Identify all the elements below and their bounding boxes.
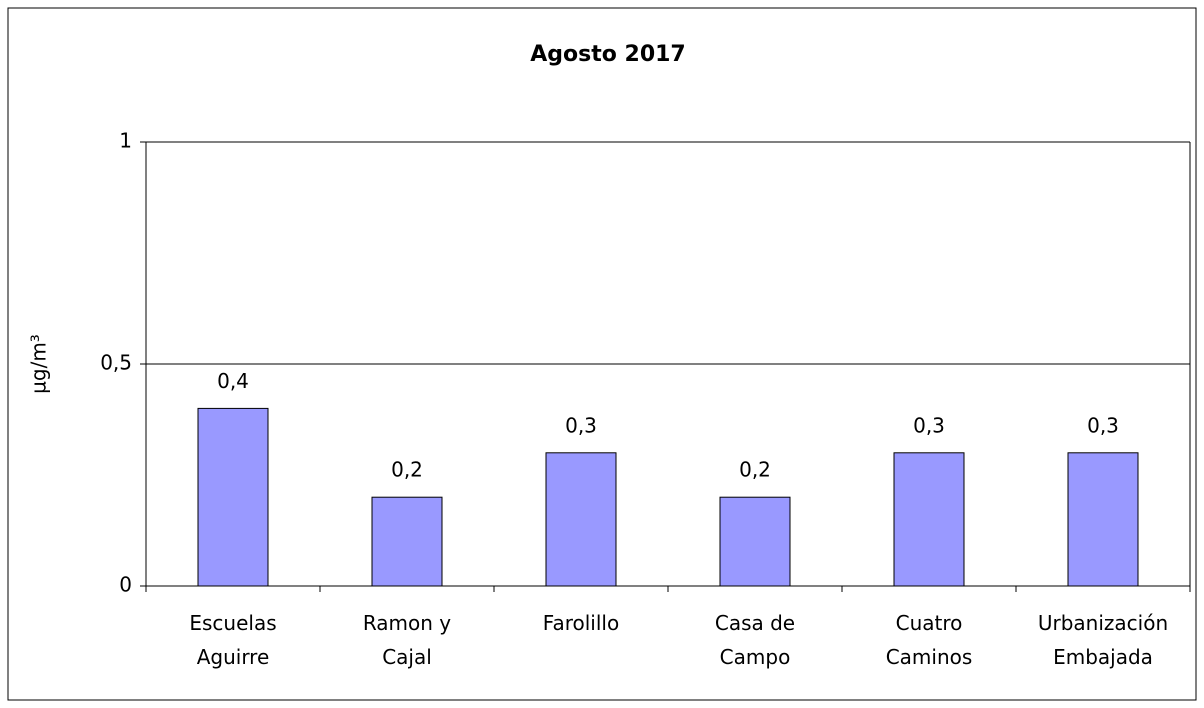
- x-tick-label: Escuelas Aguirre: [189, 611, 277, 669]
- x-tick-label: Urbanización Embajada: [1037, 611, 1169, 669]
- data-label: 0,3: [913, 413, 945, 437]
- y-tick-label: 1: [119, 129, 132, 153]
- bar: [371, 496, 443, 587]
- data-label: 0,3: [1087, 413, 1119, 437]
- y-tick-label: 0,5: [100, 351, 132, 375]
- data-label: 0,2: [739, 458, 771, 482]
- x-tick-label: Cuatro Caminos: [885, 611, 973, 669]
- chart-border: [7, 7, 1197, 701]
- data-label: 0,4: [217, 369, 249, 393]
- x-tick-label: Farolillo: [542, 611, 620, 635]
- x-tick-label: Casa de Campo: [714, 611, 796, 669]
- data-label: 0,2: [391, 458, 423, 482]
- x-tick-label: Ramon y Cajal: [362, 611, 452, 669]
- bar: [197, 407, 269, 587]
- bar: [893, 452, 965, 587]
- data-label: 0,3: [565, 413, 597, 437]
- y-tick-label: 0: [119, 573, 132, 597]
- bar: [545, 452, 617, 587]
- chart-title: Agosto 2017: [530, 42, 686, 67]
- bar: [1067, 452, 1139, 587]
- bar: [719, 496, 791, 587]
- y-axis-label: µg/m³: [27, 334, 51, 394]
